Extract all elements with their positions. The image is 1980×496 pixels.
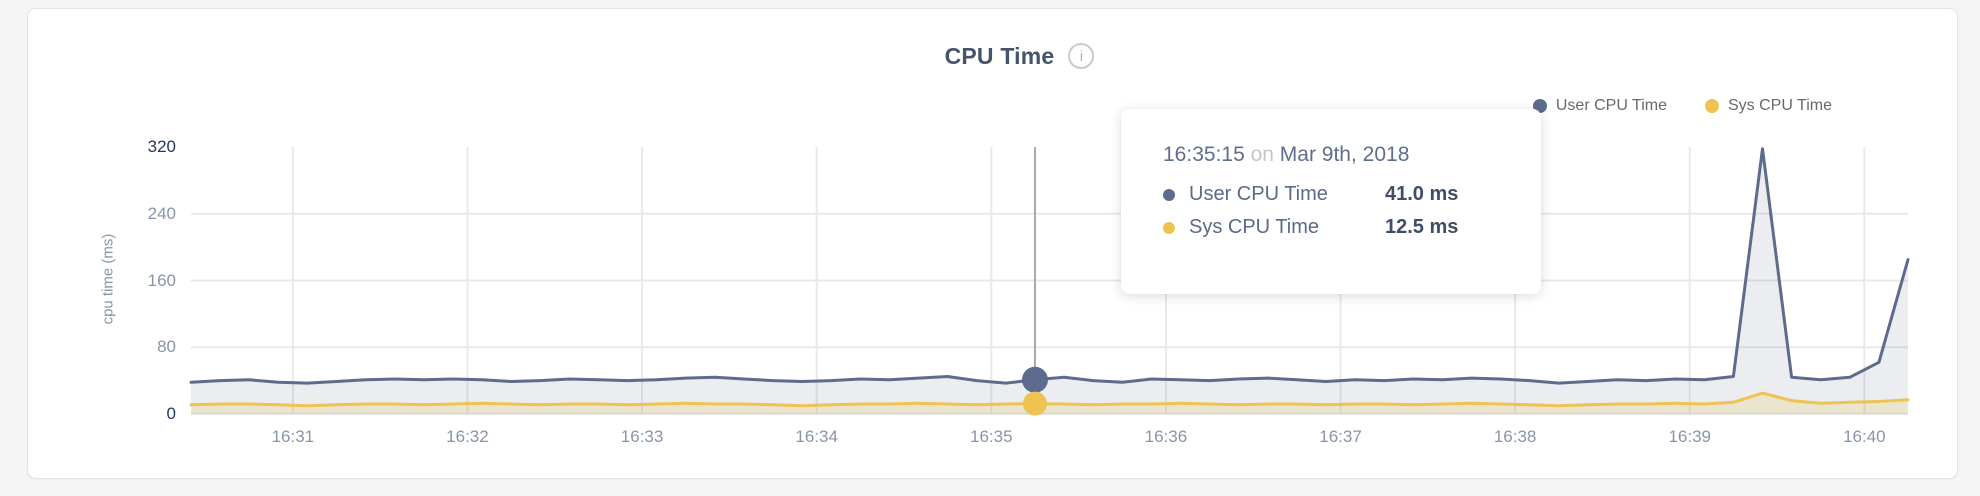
chart-header: CPU Time i [55,39,1980,73]
tooltip-title: 16:35:15 on Mar 9th, 2018 [1163,143,1515,167]
tooltip: 16:35:15 on Mar 9th, 2018 User CPU Time … [1121,109,1541,294]
x-axis-tick-label: 16:40 [1843,427,1886,446]
sys-cpu-area [191,393,1908,414]
user-cpu-area [191,148,1908,414]
user-cpu-line [189,147,1910,385]
tooltip-preposition: on [1250,143,1274,166]
tooltip-label-user: User CPU Time [1189,183,1328,205]
y-axis-tick-label: 80 [157,337,176,357]
chart-title: CPU Time [944,42,1055,69]
y-axis-tick-label: 0 [166,404,176,423]
x-axis-tick-label: 16:36 [1144,427,1188,446]
tooltip-date: Mar 9th, 2018 [1279,143,1410,166]
tooltip-dot-sys-icon [1163,221,1175,234]
x-axis-tick-label: 16:39 [1668,427,1711,446]
sys-cpu-line [189,391,1910,408]
x-axis-tick-label: 16:35 [970,427,1013,446]
x-axis-tick-label: 16:31 [271,427,315,446]
info-icon[interactable]: i [1068,43,1095,69]
hover-point-user[interactable] [1021,366,1048,393]
tooltip-label-sys: Sys CPU Time [1189,216,1320,238]
tooltip-dot-user-icon [1163,188,1175,201]
y-axis-tick-label: 160 [147,270,176,290]
tooltip-value-user: 41.0 ms [1385,183,1459,205]
legend-dot-sys-icon [1704,99,1719,113]
tooltip-row-sys: Sys CPU Time 12.5 ms [1163,216,1515,239]
x-axis-tick-label: 16:34 [795,427,838,446]
tooltip-time: 16:35:15 [1163,143,1245,166]
legend-label-user: User CPU Time [1555,97,1667,114]
x-axis-tick-label: 16:37 [1319,427,1362,446]
cpu-time-chart[interactable] [28,9,1980,496]
x-axis-tick-label: 16:32 [446,427,489,446]
legend: User CPU Time Sys CPU Time [1532,97,1832,115]
y-axis-tick-label: 320 [147,137,176,156]
y-axis-tick-label: 240 [147,203,176,223]
legend-label-sys: Sys CPU Time [1727,97,1832,114]
x-axis-tick-label: 16:33 [620,427,664,446]
plot-area[interactable] [191,147,1908,414]
hover-point-sys[interactable] [1022,391,1047,416]
tooltip-row-user: User CPU Time 41.0 ms [1163,183,1515,206]
legend-item-sys-cpu-time[interactable]: Sys CPU Time [1704,97,1832,115]
x-axis-tick-label: 16:38 [1493,427,1537,446]
tooltip-value-sys: 12.5 ms [1385,216,1459,238]
chart-card: CPU Time i User CPU Time Sys CPU Time cp… [27,8,1958,479]
